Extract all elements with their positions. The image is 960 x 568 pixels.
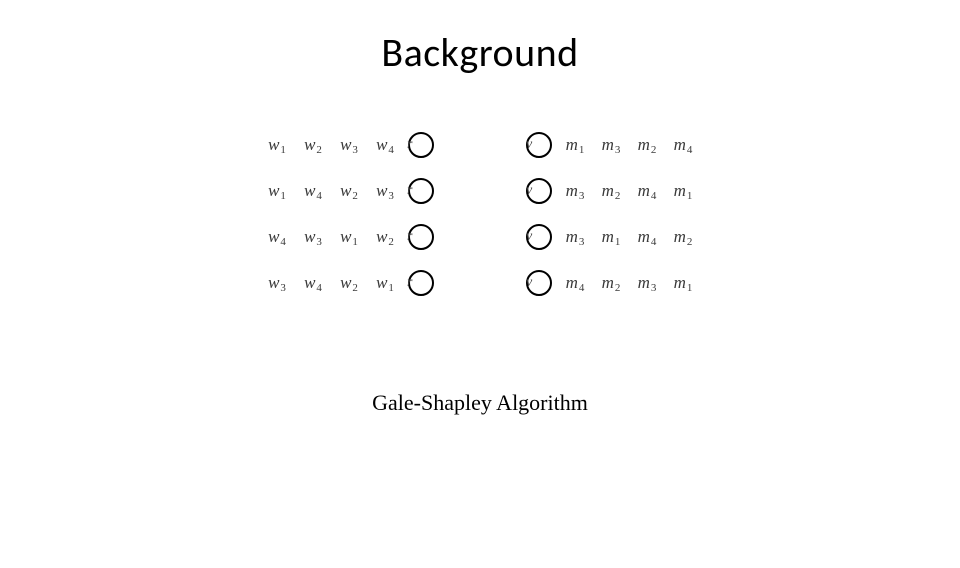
caption: Gale-Shapley Algorithm bbox=[0, 390, 960, 416]
pref-cell: w4 bbox=[300, 181, 326, 202]
node-label: v bbox=[526, 229, 532, 245]
node-label: r bbox=[407, 137, 412, 153]
m-node: r bbox=[408, 132, 434, 158]
pref-cell: w3 bbox=[300, 227, 326, 248]
left-row: w4 w3 w1 w2 r bbox=[264, 222, 434, 252]
left-row: w1 w4 w2 w3 r bbox=[264, 176, 434, 206]
left-row: w1 w2 w3 w4 r bbox=[264, 130, 434, 160]
m-node: r bbox=[408, 224, 434, 250]
w-node: v bbox=[526, 270, 552, 296]
pref-cell: w4 bbox=[264, 227, 290, 248]
pref-cell: m1 bbox=[598, 227, 624, 248]
pref-cell: w1 bbox=[264, 181, 290, 202]
m-node: r bbox=[408, 270, 434, 296]
pref-cell: m1 bbox=[670, 181, 696, 202]
pref-cell: w1 bbox=[264, 135, 290, 156]
pref-cell: w2 bbox=[336, 273, 362, 294]
w-node: v bbox=[526, 224, 552, 250]
pref-cell: w4 bbox=[372, 135, 398, 156]
pref-cell: m3 bbox=[562, 181, 588, 202]
pref-cell: m4 bbox=[670, 135, 696, 156]
right-side: v m1 m3 m2 m4 v m3 m2 m4 m1 v m3 m1 m4 m2 v m4 m2 m3 m1 bbox=[526, 130, 696, 298]
w-node: v bbox=[526, 132, 552, 158]
pref-cell: w3 bbox=[372, 181, 398, 202]
node-label: v bbox=[526, 183, 532, 199]
m-node: r bbox=[408, 178, 434, 204]
node-label: v bbox=[526, 137, 532, 153]
pref-cell: w3 bbox=[336, 135, 362, 156]
pref-cell: m1 bbox=[670, 273, 696, 294]
pref-cell: m3 bbox=[634, 273, 660, 294]
pref-cell: w2 bbox=[336, 181, 362, 202]
node-label: v bbox=[526, 275, 532, 291]
left-side: w1 w2 w3 w4 r w1 w4 w2 w3 r w4 w3 w1 w2 r w3 w4 w2 w1 r bbox=[264, 130, 434, 298]
pref-cell: m2 bbox=[634, 135, 660, 156]
pref-cell: m2 bbox=[598, 181, 624, 202]
pref-cell: m2 bbox=[670, 227, 696, 248]
pref-cell: m4 bbox=[562, 273, 588, 294]
pref-cell: m2 bbox=[598, 273, 624, 294]
pref-cell: w4 bbox=[300, 273, 326, 294]
pref-cell: w2 bbox=[372, 227, 398, 248]
left-row: w3 w4 w2 w1 r bbox=[264, 268, 434, 298]
pref-cell: w2 bbox=[300, 135, 326, 156]
right-row: v m3 m2 m4 m1 bbox=[526, 176, 696, 206]
pref-cell: m1 bbox=[562, 135, 588, 156]
page-title: Background bbox=[0, 28, 960, 77]
pref-cell: w3 bbox=[264, 273, 290, 294]
pref-cell: m4 bbox=[634, 181, 660, 202]
pref-cell: w1 bbox=[372, 273, 398, 294]
node-label: r bbox=[407, 229, 412, 245]
pref-cell: m3 bbox=[598, 135, 624, 156]
right-row: v m3 m1 m4 m2 bbox=[526, 222, 696, 252]
node-label: r bbox=[407, 275, 412, 291]
w-node: v bbox=[526, 178, 552, 204]
right-row: v m4 m2 m3 m1 bbox=[526, 268, 696, 298]
right-row: v m1 m3 m2 m4 bbox=[526, 130, 696, 160]
node-label: r bbox=[407, 183, 412, 199]
pref-cell: m4 bbox=[634, 227, 660, 248]
gale-shapley-diagram: w1 w2 w3 w4 r w1 w4 w2 w3 r w4 w3 w1 w2 r w3 w4 w2 w1 r v m1… bbox=[0, 130, 960, 298]
pref-cell: w1 bbox=[336, 227, 362, 248]
pref-cell: m3 bbox=[562, 227, 588, 248]
